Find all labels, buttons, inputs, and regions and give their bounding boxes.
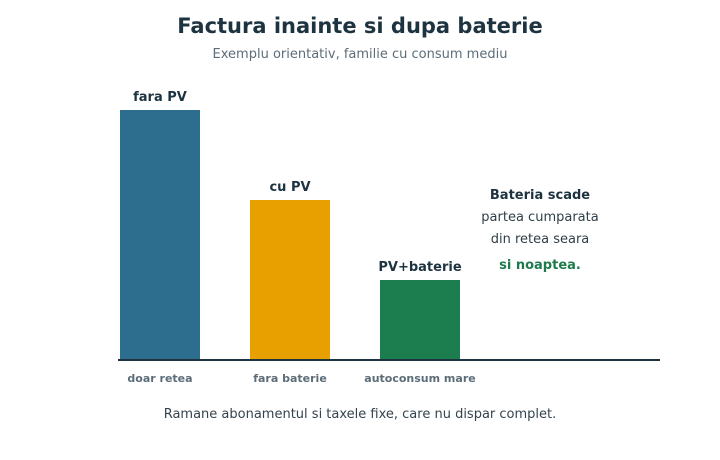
annotation-emphasis: si noaptea.: [499, 258, 581, 273]
x-tick-label-3: autoconsum mare: [364, 372, 475, 385]
x-tick-label-2: fara baterie: [253, 372, 327, 385]
annotation-line-2: din retea seara: [490, 232, 590, 247]
bar-label-2: cu PV: [269, 180, 310, 195]
annotation-line-1: partea cumparata: [481, 210, 599, 225]
x-tick-label-1: doar retea: [127, 372, 192, 385]
bar-1: [120, 110, 200, 360]
bar-label-3: PV+baterie: [378, 260, 461, 275]
chart-title: Factura inainte si dupa baterie: [177, 14, 543, 38]
chart-subtitle: Exemplu orientativ, familie cu consum me…: [212, 47, 508, 62]
annotation-heading: Bateria scade: [489, 188, 591, 203]
bar-2: [250, 200, 330, 360]
bar-3: [380, 280, 460, 360]
bar-label-1: fara PV: [133, 90, 187, 105]
chart-footnote: Ramane abonamentul si taxele fixe, care …: [163, 407, 557, 422]
